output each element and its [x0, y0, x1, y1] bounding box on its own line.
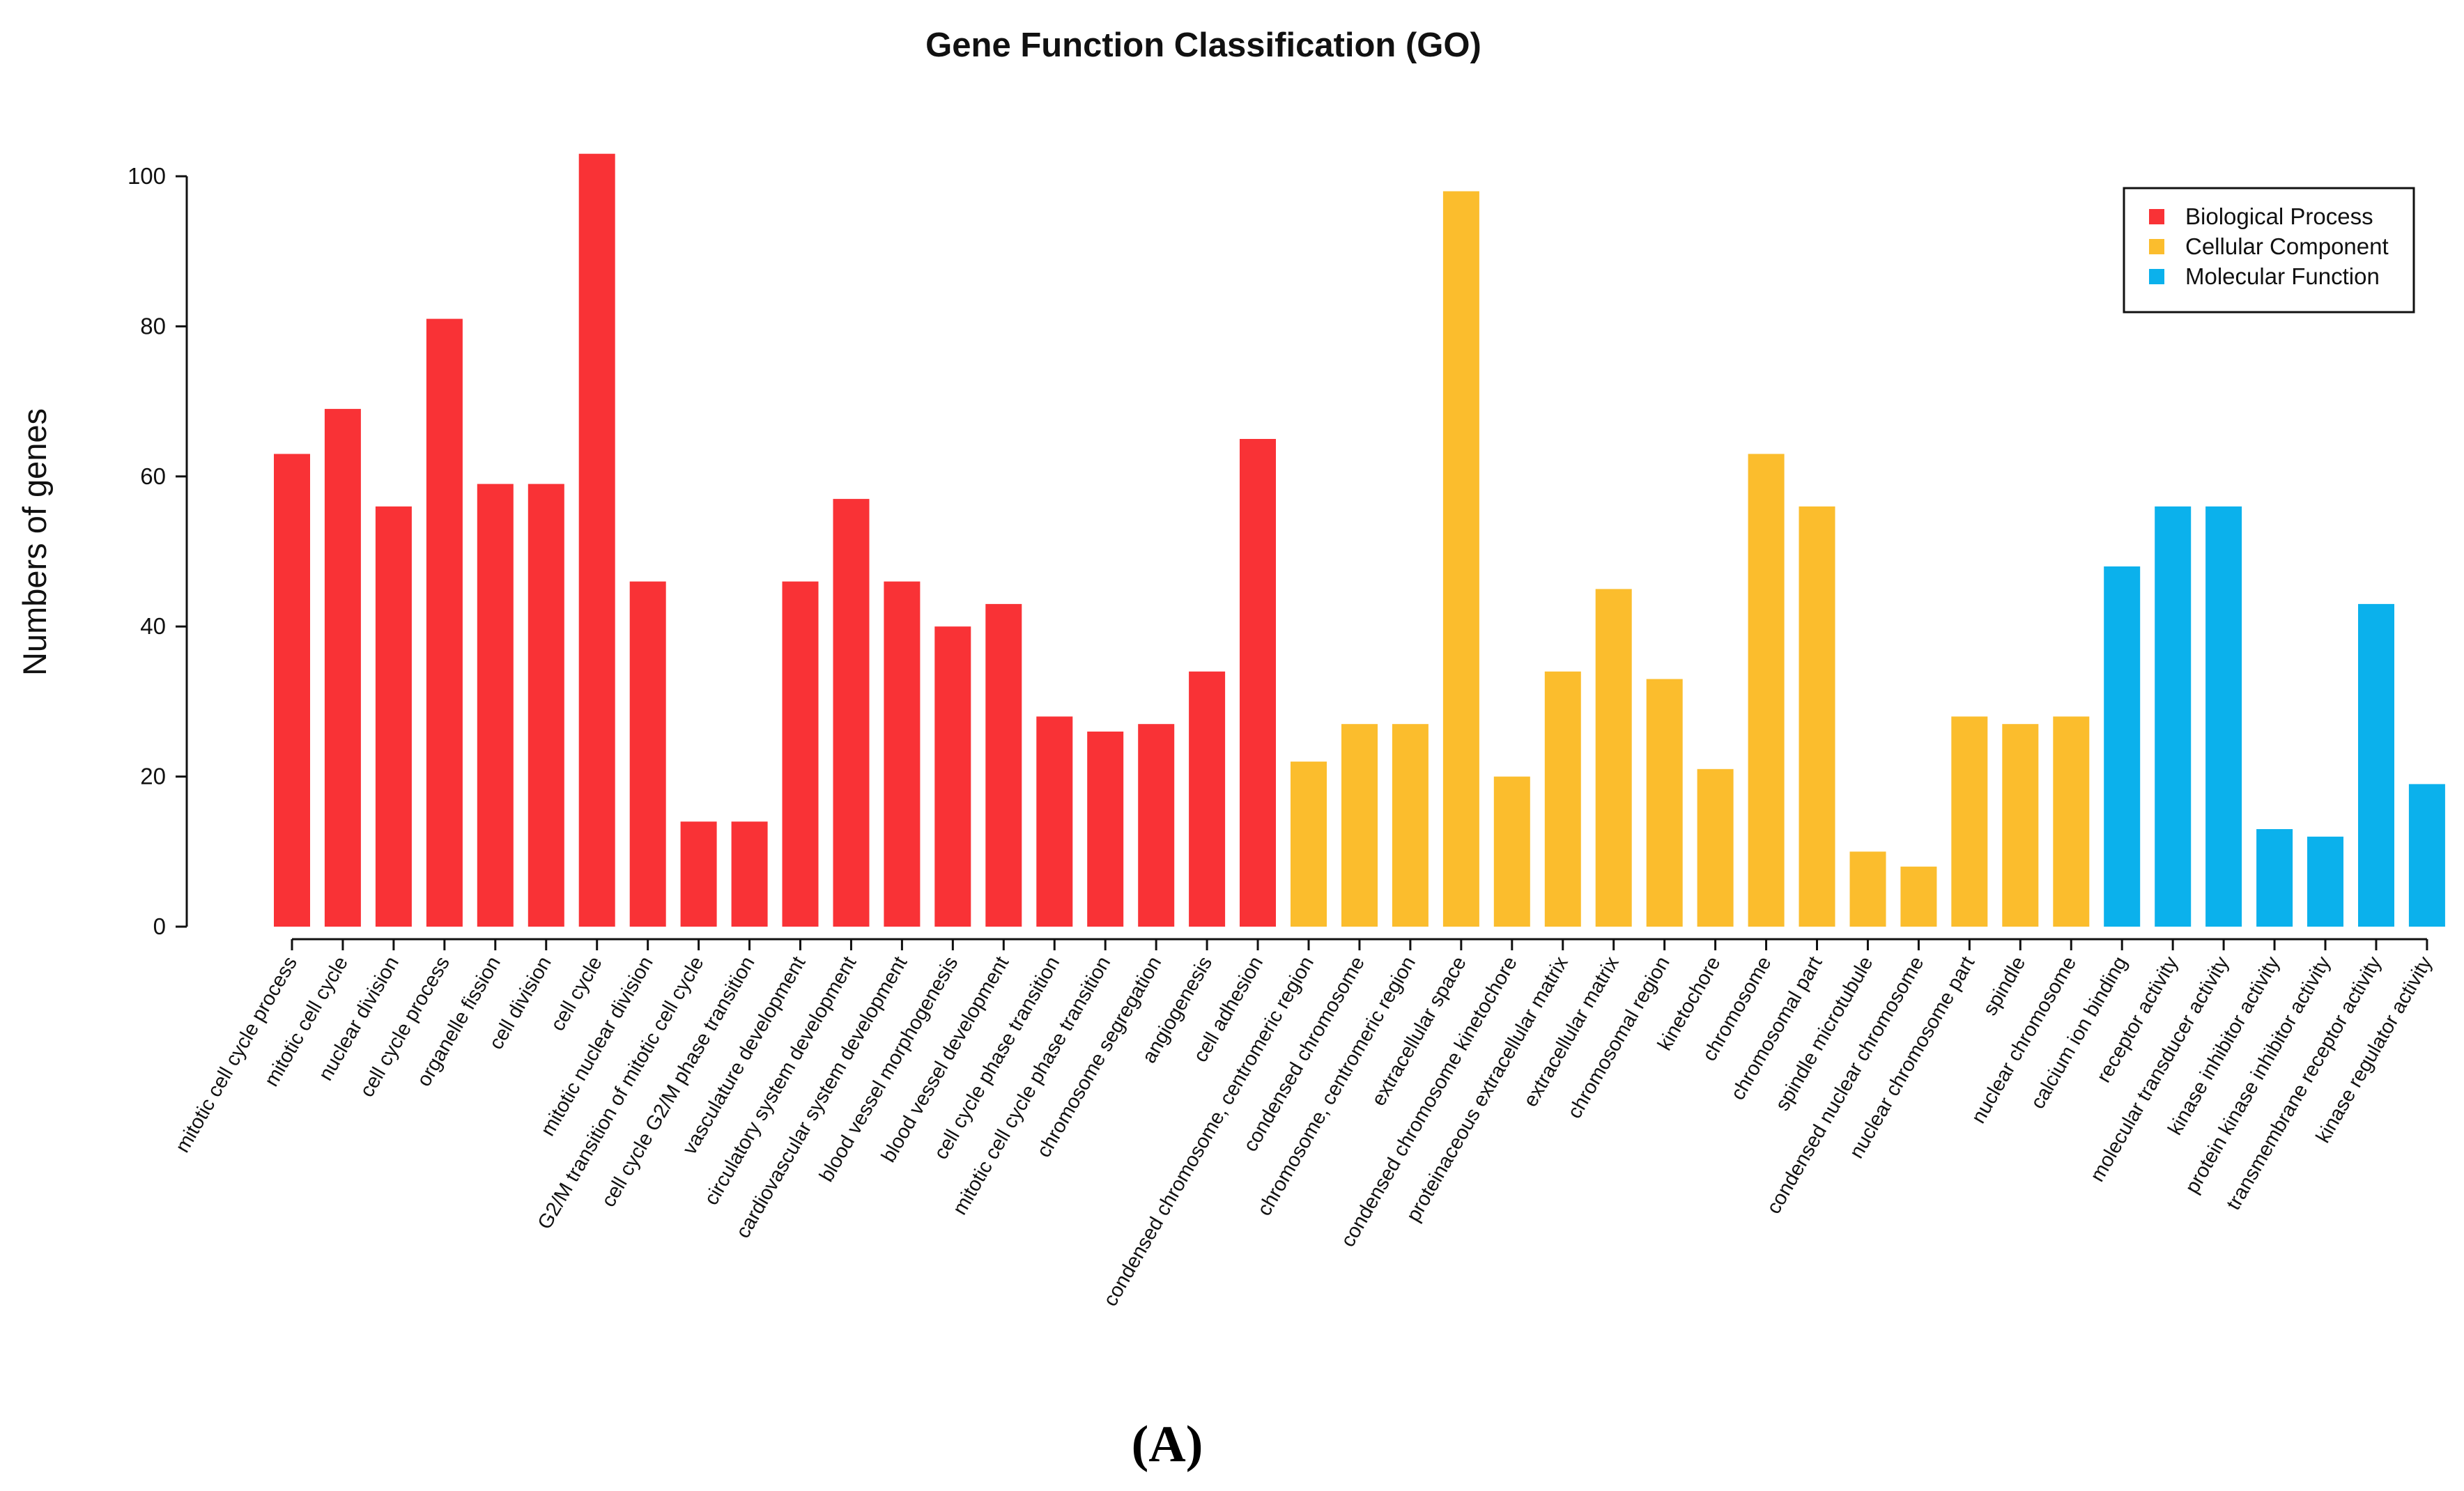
legend-box: [2123, 187, 2415, 314]
bar: [1544, 671, 1581, 927]
bar: [2053, 716, 2090, 927]
bar: [1189, 671, 1226, 927]
bar: [1799, 506, 1835, 927]
bar: [680, 821, 717, 927]
bar: [1697, 768, 1734, 927]
bar: [528, 484, 564, 927]
bar: [2104, 566, 2141, 927]
bar: [1595, 589, 1632, 927]
y-axis: 0 20 40 60 80 100: [128, 163, 188, 939]
bar: [2358, 603, 2394, 927]
bar: [324, 408, 361, 927]
x-tick-label: extracellular matrix: [1519, 952, 1624, 1111]
bar: [375, 506, 412, 927]
legend-swatch-cellular-component: [2149, 239, 2164, 254]
bar: [1442, 191, 1479, 927]
legend-label-cellular-component: Cellular Component: [2185, 233, 2389, 259]
bar: [2002, 724, 2039, 927]
bar: [2155, 506, 2192, 927]
y-tick-label: 40: [140, 613, 166, 639]
y-tick-label: 0: [153, 913, 166, 939]
y-tick-label: 100: [128, 163, 166, 189]
bar: [1493, 776, 1530, 927]
bar: [578, 153, 615, 927]
bar: [1341, 724, 1378, 927]
bar: [629, 581, 666, 927]
y-axis-label: Numbers of genes: [16, 408, 53, 676]
y-tick-label: 60: [140, 463, 166, 489]
bar: [782, 581, 819, 927]
y-tick-label: 20: [140, 764, 166, 789]
bar: [1849, 851, 1886, 927]
bar: [477, 484, 514, 927]
bar: [2205, 506, 2242, 927]
legend: Biological Process Cellular Component Mo…: [2123, 187, 2415, 314]
bar: [2408, 784, 2445, 927]
bar: [2256, 829, 2293, 927]
bar: [1087, 732, 1124, 927]
legend-label-molecular-function: Molecular Function: [2185, 263, 2380, 289]
bar: [884, 581, 921, 927]
bar: [274, 454, 310, 927]
bar: [1240, 439, 1276, 927]
bar: [1748, 454, 1785, 927]
legend-label-biological-process: Biological Process: [2185, 203, 2373, 229]
bar: [1392, 724, 1429, 927]
bar: [833, 499, 870, 927]
bar: [934, 626, 971, 927]
x-tick-label: calcium ion binding: [2026, 953, 2132, 1113]
chart-title: Gene Function Classification (GO): [925, 26, 1481, 64]
legend-swatch-biological-process: [2149, 209, 2164, 224]
bar: [1036, 716, 1073, 927]
bar: [1646, 679, 1683, 927]
bars-group: [274, 153, 2445, 927]
bar: [2307, 836, 2343, 927]
bar: [1900, 866, 1937, 927]
bar: [731, 821, 768, 927]
legend-swatch-molecular-function: [2149, 269, 2164, 284]
bar: [1951, 716, 1988, 927]
bar: [1291, 762, 1327, 927]
panel-caption: (A): [1132, 1416, 1203, 1473]
y-tick-label: 80: [140, 313, 166, 339]
x-tick-label: extracellular space: [1367, 953, 1471, 1110]
x-axis: [291, 938, 2428, 950]
bar: [1138, 724, 1175, 927]
bar: [985, 603, 1022, 927]
bar: [426, 318, 463, 927]
x-tick-label: chromosomal part: [1727, 953, 1827, 1104]
x-tick-label: spindle: [1979, 953, 2031, 1020]
